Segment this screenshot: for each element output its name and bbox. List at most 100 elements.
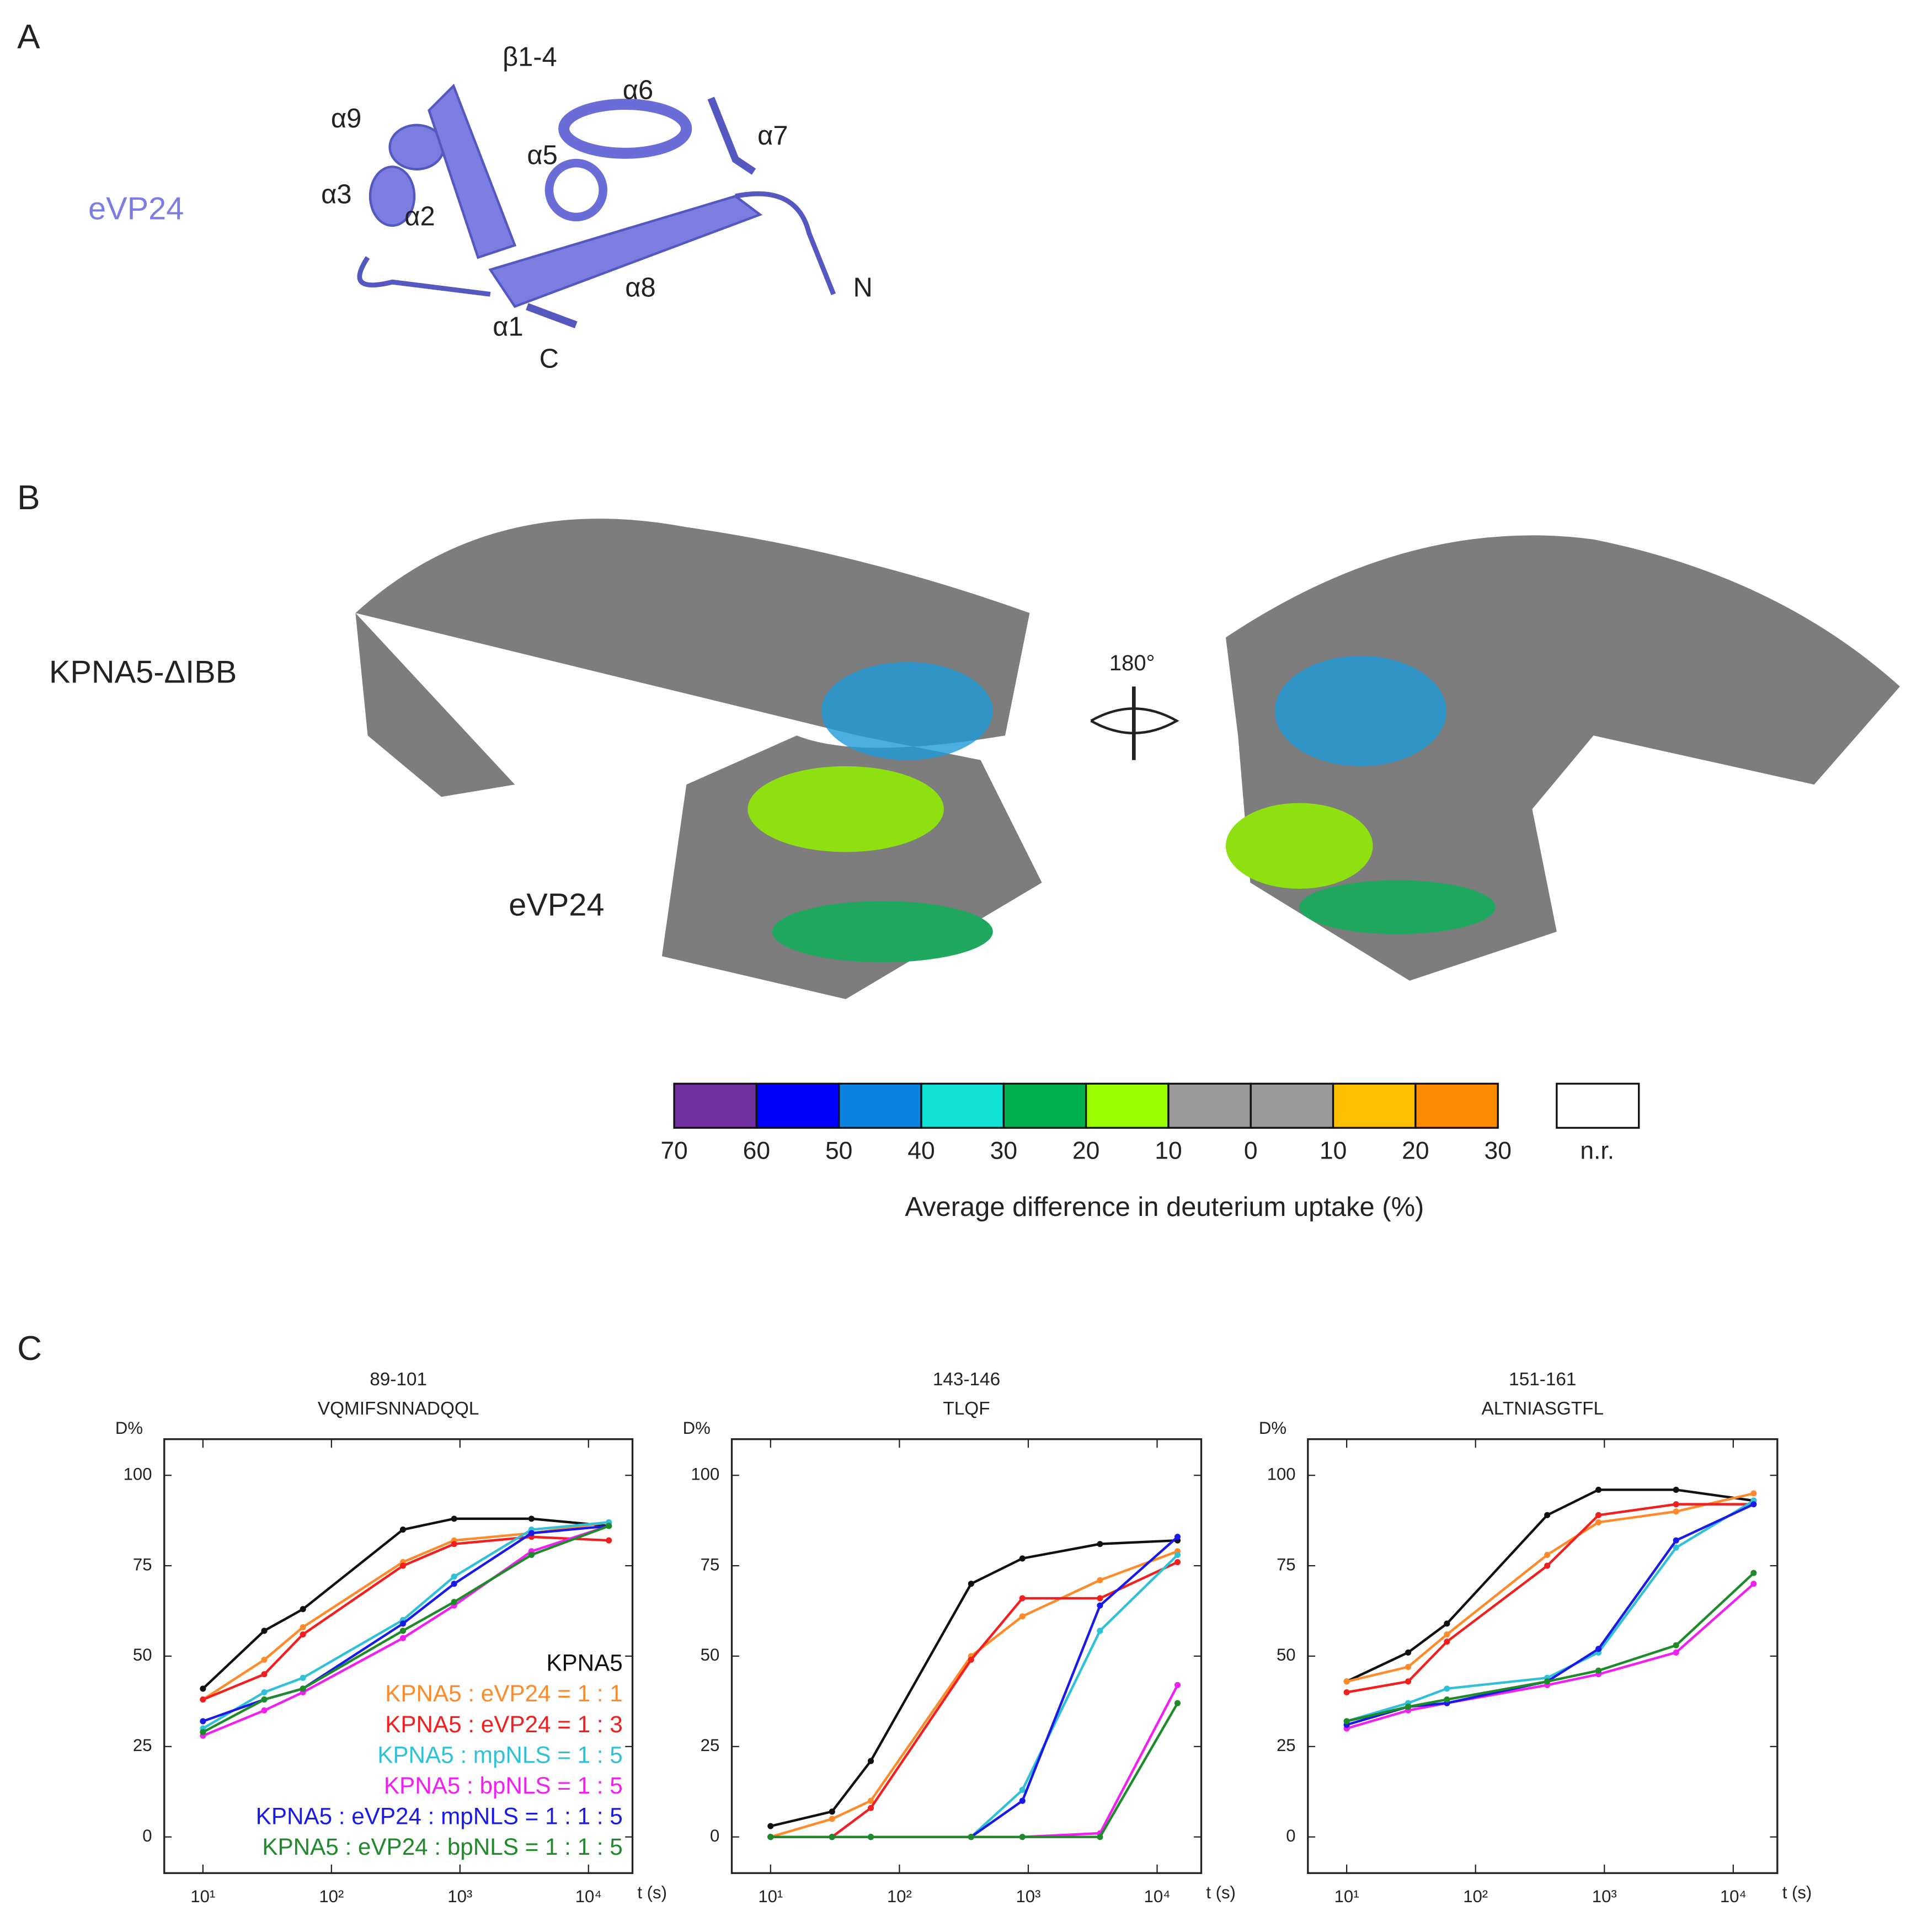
colorbar-tick-label: 60 [743,1137,770,1164]
colorbar-swatch [755,1082,840,1129]
data-point [1405,1704,1412,1710]
data-point [1405,1664,1412,1671]
legend-entry: KPNA5 : mpNLS = 1 : 5 [377,1742,623,1768]
data-point [1444,1620,1450,1627]
legend-entry: KPNA5 : eVP24 : bpNLS = 1 : 1 : 5 [262,1834,622,1860]
structure-annotation: C [540,344,559,373]
x-tick-label: 10¹ [1334,1887,1359,1906]
data-point [300,1631,306,1638]
chart-subtitle: VQMIFSNNADQQL [318,1399,479,1419]
y-tick-label: 100 [124,1464,152,1483]
data-point [1019,1595,1026,1602]
data-point [1405,1649,1412,1656]
x-tick-label: 10¹ [190,1887,215,1906]
colorbar-swatch [1085,1082,1170,1129]
chart-subtitle: TLQF [943,1399,990,1419]
data-point [451,1515,457,1522]
colorbar-tick-label: 50 [825,1137,852,1164]
panel-label: C [17,1330,42,1368]
protein-label: eVP24 [88,191,184,227]
legend-entry: KPNA5 : bpNLS = 1 : 5 [384,1773,623,1798]
data-point [1673,1642,1679,1648]
series-line [1346,1572,1755,1723]
data-point [1673,1486,1679,1493]
plot-frame [730,1438,1203,1874]
data-point [1673,1537,1679,1544]
chart-title: 89-101 [370,1369,427,1390]
structure-annotation: α1 [493,312,523,341]
series-line [770,1554,1179,1838]
colorbar-tick-label: 20 [1402,1137,1429,1164]
x-axis-label: t (s) [1206,1883,1236,1902]
data-point [1750,1490,1757,1497]
data-point [451,1541,457,1547]
data-point [1750,1570,1757,1576]
data-point [1544,1678,1551,1685]
data-point [1405,1678,1412,1685]
data-point [451,1599,457,1605]
data-point [528,1530,535,1536]
legend-entry: KPNA5 : eVP24 : mpNLS = 1 : 1 : 5 [256,1803,623,1829]
data-point [1343,1678,1350,1685]
data-point [968,1834,974,1840]
protein-cartoon-a [357,83,836,329]
y-tick-label: 50 [1277,1645,1296,1664]
structure-annotation: α5 [527,140,557,170]
data-point [200,1718,206,1725]
y-tick-label: 25 [1277,1736,1296,1755]
colorbar-swatch [1332,1082,1417,1129]
y-tick-label: 0 [142,1826,152,1845]
data-point [968,1656,974,1663]
data-point [1097,1627,1103,1634]
x-tick-label: 10² [319,1887,344,1906]
data-point [1544,1512,1551,1518]
data-point [300,1674,306,1681]
data-point [1595,1646,1602,1652]
y-tick-label: 0 [1286,1826,1295,1845]
x-tick-label: 10³ [1016,1887,1040,1906]
colorbar-tick-label: 70 [660,1137,687,1164]
x-tick-label: 10³ [447,1887,472,1906]
y-tick-label: 25 [133,1736,152,1755]
data-point [1097,1834,1103,1840]
colorbar-swatch [673,1082,758,1129]
data-point [829,1816,835,1822]
structure-annotation: N [853,273,872,302]
chart-subtitle: ALTNIASGTFL [1482,1399,1604,1419]
data-point [261,1707,268,1714]
data-point [1174,1700,1181,1706]
data-point [1174,1534,1181,1540]
structure-annotation: α3 [321,180,351,210]
y-tick-label: 100 [1267,1464,1296,1483]
data-point [1673,1508,1679,1515]
data-point [1019,1786,1026,1794]
data-point [968,1581,974,1587]
colorbar-label: Average difference in deuterium uptake (… [905,1192,1424,1222]
y-axis-label: D% [683,1418,711,1438]
data-point [829,1808,835,1815]
structure-annotation: α8 [625,273,655,302]
data-point [261,1696,268,1703]
data-point [1673,1544,1679,1551]
data-point [399,1562,406,1569]
series-line [770,1561,1178,1838]
colorbar-tick-label: 30 [990,1137,1017,1164]
y-axis-label: D% [1259,1418,1286,1438]
data-point [451,1581,457,1587]
data-point [1097,1577,1103,1583]
x-tick-label: 10² [887,1887,912,1906]
data-point [1019,1555,1026,1562]
colorbar-swatch [838,1082,922,1129]
data-point [1019,1834,1026,1840]
missing-label: n.r. [1580,1137,1614,1164]
data-point [528,1551,535,1558]
data-point [300,1624,306,1631]
data-point [868,1797,874,1804]
data-point [261,1671,268,1678]
data-point [868,1805,874,1811]
data-point [451,1573,457,1580]
y-axis-label: D% [115,1418,143,1438]
data-point [1444,1696,1450,1703]
data-point [1097,1602,1103,1609]
